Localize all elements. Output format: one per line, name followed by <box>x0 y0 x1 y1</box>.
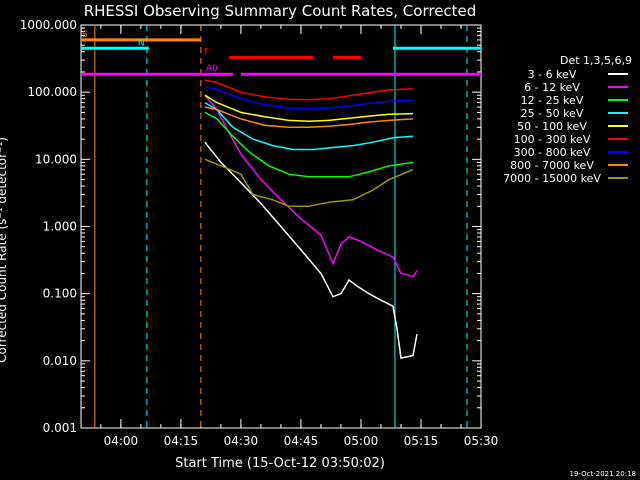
x-tick-label: 04:00 <box>104 434 139 448</box>
series-line <box>204 79 414 101</box>
y-axis-label: Corrected Count Rate (s⁻¹ detector⁻¹) <box>0 137 9 363</box>
x-tick-label: 05:00 <box>344 434 379 448</box>
x-tick-label: 04:30 <box>224 434 259 448</box>
series-line <box>204 111 414 178</box>
y-tick-label: 0.010 <box>43 354 77 368</box>
series-line <box>204 158 414 208</box>
x-tick-label: 05:30 <box>464 434 499 448</box>
legend-label: 12 - 25 keV <box>521 94 584 107</box>
legend-title: Det 1,3,5,6,9 <box>560 54 632 67</box>
x-tick-label: 04:15 <box>164 434 199 448</box>
y-tick-label: 0.100 <box>43 287 77 301</box>
flag-label: F <box>204 47 209 57</box>
chart-title: RHESSI Observing Summary Count Rates, Co… <box>84 2 477 20</box>
series-line <box>204 141 418 360</box>
legend-label: 300 - 800 keV <box>514 146 591 159</box>
y-tick-label: 1000.000 <box>20 18 77 32</box>
flag-label: S <box>82 30 88 40</box>
series-line <box>204 94 414 122</box>
series-line <box>204 106 414 129</box>
legend-label: 100 - 300 keV <box>514 133 591 146</box>
series-line <box>204 86 414 110</box>
flag-label: N <box>138 38 145 48</box>
y-tick-label: 10.000 <box>35 152 77 166</box>
series-line <box>204 94 418 278</box>
legend-label: 800 - 7000 keV <box>510 159 594 172</box>
series-line <box>204 101 414 151</box>
y-tick-label: 1.000 <box>43 220 77 234</box>
x-tick-label: 05:15 <box>404 434 439 448</box>
x-axis-label: Start Time (15-Oct-12 03:50:02) <box>175 456 385 471</box>
legend-label: 6 - 12 keV <box>524 81 580 94</box>
legend-label: 7000 - 15000 keV <box>503 172 601 185</box>
legend-label: 3 - 6 keV <box>528 68 577 81</box>
y-tick-label: 100.000 <box>27 85 77 99</box>
legend-label: 50 - 100 keV <box>517 120 587 133</box>
plot-area: 1000.000 100.000 10.000 1.000 0.100 0.010 0.00… <box>20 18 499 448</box>
x-tick-label: 04:45 <box>284 434 319 448</box>
footer-timestamp: 19-Oct-2021 20:18 <box>570 470 636 478</box>
legend-label: 25 - 50 keV <box>521 107 584 120</box>
flag-label: A0 <box>206 64 218 74</box>
y-tick-label: 0.001 <box>43 421 77 435</box>
